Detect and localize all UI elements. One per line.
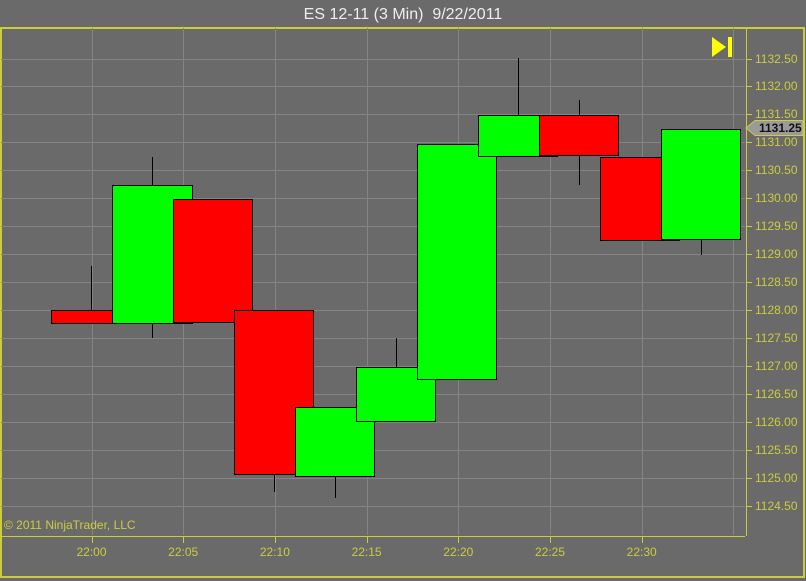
svg-text:1131.25: 1131.25: [759, 121, 802, 135]
